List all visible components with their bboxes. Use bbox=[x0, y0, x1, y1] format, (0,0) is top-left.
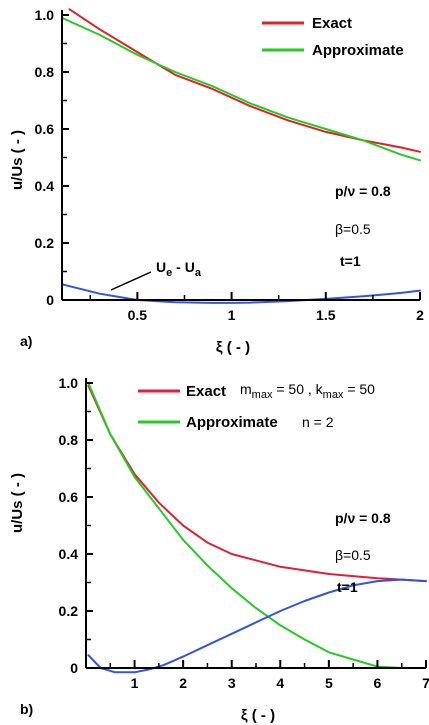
chart-a: 0 0.2 0.4 0.6 0.8 1.0 0.5 1 1.5 2 u/Us ( - ) ξ ( … bbox=[9, 7, 424, 356]
chart-a-annotation-leader bbox=[110, 271, 152, 291]
chart-a-param-ratio: p/ν = 0.8 bbox=[335, 183, 391, 199]
chart-b-y-axis-title: u/Us ( - ) bbox=[9, 473, 26, 533]
chart-b-legend: Exact mmax = 50 , kmax = 50 Approximate … bbox=[138, 381, 375, 431]
chart-a-x-tick-label: 2 bbox=[416, 307, 424, 323]
chart-b-y-tick-label: 0.6 bbox=[59, 489, 79, 505]
chart-b-y-tick-label: 0.2 bbox=[59, 603, 79, 619]
chart-a-curve-annotation: Ue - Ua bbox=[110, 259, 202, 291]
chart-b-param-beta: β=0.5 bbox=[335, 547, 371, 563]
chart-b-y-tick-label: 0.8 bbox=[59, 432, 79, 448]
chart-a-params: p/ν = 0.8 β=0.5 t=1 bbox=[335, 183, 391, 269]
chart-b-legend-label-approximate: Approximate bbox=[186, 414, 278, 431]
chart-b-panel-label: b) bbox=[20, 701, 33, 717]
chart-a-axes bbox=[61, 10, 420, 301]
chart-b-param-t: t=1 bbox=[337, 579, 358, 595]
chart-a-annotation-label: Ue - Ua bbox=[156, 259, 202, 279]
chart-b-param-ratio: p/ν = 0.8 bbox=[335, 510, 391, 526]
chart-a-legend-label-exact: Exact bbox=[312, 15, 352, 32]
chart-b-x-tick-label: 6 bbox=[374, 675, 382, 691]
chart-b-x-axis-title: ξ ( - ) bbox=[241, 707, 275, 724]
chart-a-x-tick-label: 1.5 bbox=[316, 307, 336, 323]
chart-b-legend-extra-n: n = 2 bbox=[302, 414, 334, 430]
chart-b-plot-area bbox=[87, 382, 427, 674]
chart-a-series-approximate bbox=[61, 16, 421, 162]
chart-a-y-tick-label: 0.2 bbox=[35, 235, 55, 251]
chart-b-params: p/ν = 0.8 β=0.5 t=1 bbox=[335, 510, 391, 595]
chart-a-ticks: 0 0.2 0.4 0.6 0.8 1.0 0.5 1 1.5 2 bbox=[35, 7, 425, 323]
chart-a-panel-label: a) bbox=[20, 333, 32, 349]
chart-b-y-tick-label: 0.4 bbox=[59, 546, 79, 562]
chart-a-y-tick-label: 0.4 bbox=[35, 178, 55, 194]
chart-a-x-tick-label: 0.5 bbox=[128, 307, 148, 323]
chart-b: 0 0.2 0.4 0.6 0.8 1.0 1 2 3 4 5 6 7 u/Us ( - ) ξ ( -… bbox=[9, 375, 429, 724]
chart-b-x-tick-label: 1 bbox=[131, 675, 139, 691]
chart-a-param-beta: β=0.5 bbox=[335, 221, 371, 237]
chart-a-y-tick-label: 0.6 bbox=[35, 121, 55, 137]
chart-b-series-approximate bbox=[87, 382, 403, 669]
chart-b-x-tick-label: 2 bbox=[179, 675, 187, 691]
chart-a-y-tick-label: 0 bbox=[46, 292, 54, 308]
chart-a-y-tick-label: 1.0 bbox=[35, 7, 55, 23]
chart-b-legend-label-exact: Exact bbox=[186, 383, 226, 400]
chart-a-y-tick-label: 0.8 bbox=[35, 64, 55, 80]
chart-b-x-tick-label: 4 bbox=[276, 675, 284, 691]
chart-b-x-tick-label: 5 bbox=[325, 675, 333, 691]
chart-a-x-tick-label: 1 bbox=[228, 307, 236, 323]
chart-b-y-tick-label: 1.0 bbox=[59, 375, 79, 391]
chart-b-x-tick-label: 7 bbox=[422, 675, 429, 691]
chart-b-y-tick-label: 0 bbox=[70, 660, 78, 676]
chart-a-y-axis-title: u/Us ( - ) bbox=[9, 130, 26, 190]
chart-a-param-t: t=1 bbox=[340, 253, 361, 269]
chart-a-legend: Exact Approximate bbox=[262, 15, 404, 59]
chart-b-ticks: 0 0.2 0.4 0.6 0.8 1.0 1 2 3 4 5 6 7 bbox=[59, 375, 429, 691]
chart-b-legend-extra-mk: mmax = 50 , kmax = 50 bbox=[240, 381, 375, 401]
chart-b-series-ue-ua bbox=[87, 578, 427, 674]
chart-a-legend-label-approximate: Approximate bbox=[312, 42, 404, 59]
chart-b-x-tick-label: 3 bbox=[228, 675, 236, 691]
chart-a-series-exact bbox=[68, 8, 421, 153]
chart-b-series-exact bbox=[87, 384, 427, 583]
chart-a-x-axis-title: ξ ( - ) bbox=[216, 339, 250, 356]
